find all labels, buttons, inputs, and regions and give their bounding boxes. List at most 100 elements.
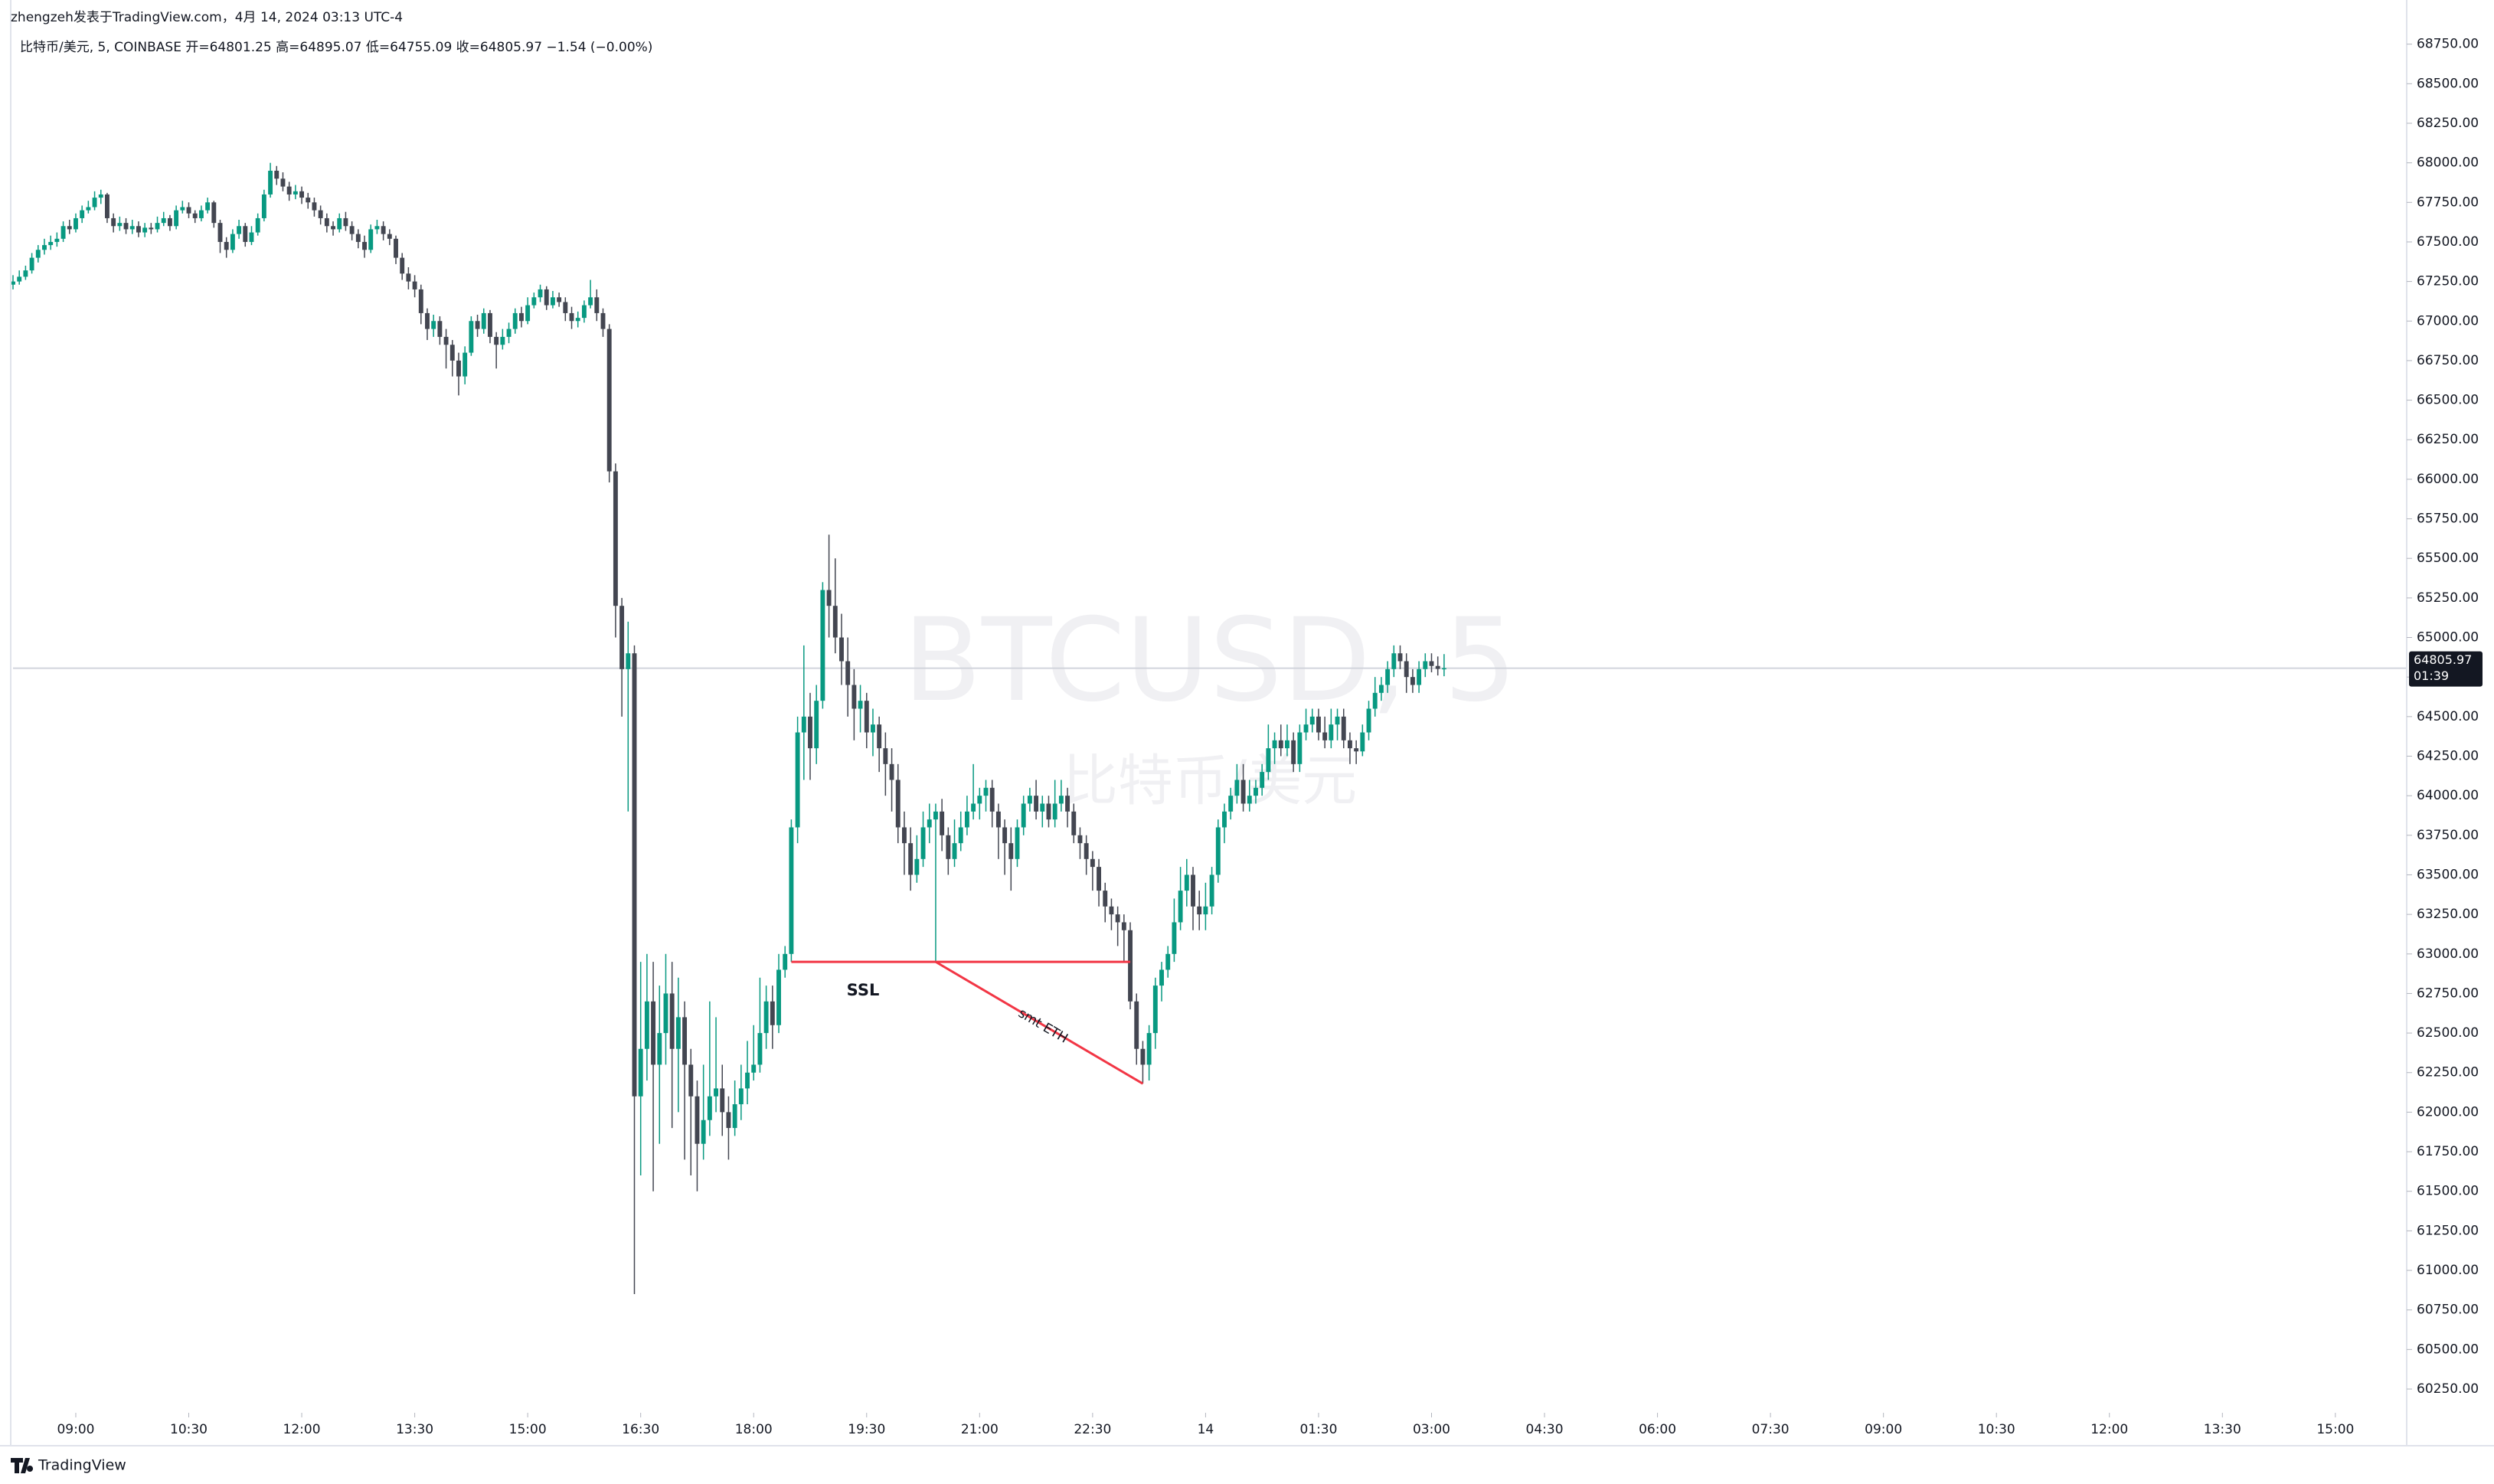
annotation-label: SSL <box>847 981 880 999</box>
price-tag <box>2409 651 2483 687</box>
candle-body <box>1058 796 1064 804</box>
candle-body <box>406 273 411 282</box>
x-tick-label: 13:30 <box>2204 1422 2241 1437</box>
candle-body <box>1191 874 1195 907</box>
candle-body <box>149 227 154 230</box>
candle-body <box>550 297 555 306</box>
y-tick-label: 60500.00 <box>2417 1342 2479 1357</box>
candle-body <box>977 796 982 804</box>
candle-body <box>1159 969 1164 986</box>
y-tick-label: 67500.00 <box>2417 234 2479 250</box>
candle-body <box>86 207 91 211</box>
candle-body <box>1071 811 1077 835</box>
candle-body <box>1303 724 1309 733</box>
candle-body <box>820 590 825 701</box>
candle-body <box>475 321 480 329</box>
candle-body <box>1172 922 1177 954</box>
candle-body <box>180 207 185 211</box>
candle-body <box>324 217 329 227</box>
candle-body <box>1385 668 1391 685</box>
candle-body <box>1034 796 1039 812</box>
candle-body <box>268 170 273 194</box>
candle-body <box>1285 740 1289 749</box>
candle-body <box>1090 858 1095 868</box>
candle-body <box>1329 724 1334 740</box>
y-tick-label: 67750.00 <box>2417 194 2479 210</box>
candle-body <box>776 969 781 1025</box>
candle-body <box>720 1088 725 1113</box>
y-tick-label: 62750.00 <box>2417 986 2479 1001</box>
candle-body <box>224 241 229 250</box>
candle-body <box>1441 668 1446 670</box>
candle-body <box>638 1048 643 1097</box>
candle-body <box>54 238 60 242</box>
candle-body <box>738 1088 744 1105</box>
x-tick-label: 15:00 <box>509 1422 547 1437</box>
candle-body <box>60 226 66 239</box>
candle-body <box>889 763 894 780</box>
x-tick-label: 21:00 <box>961 1422 999 1437</box>
candle-body <box>883 748 888 764</box>
candle-body <box>801 716 806 733</box>
candle-body <box>858 701 863 709</box>
candle-body <box>1134 1001 1139 1049</box>
candle-body <box>105 194 110 218</box>
brand-name: TradingView <box>38 1457 126 1474</box>
candle-body <box>512 312 518 329</box>
x-tick-label: 04:30 <box>1526 1422 1564 1437</box>
candle-body <box>714 1088 718 1097</box>
plot-area <box>11 162 2407 1295</box>
x-tick-label: 16:30 <box>622 1422 659 1437</box>
author-line: zhengzeh发表于TradingView.com，4月 14, 2024 0… <box>11 10 403 25</box>
candle-body <box>1429 661 1434 666</box>
candle-body <box>581 305 587 319</box>
candle-body <box>964 811 969 828</box>
candle-body <box>1222 811 1227 828</box>
y-tick-label: 64000.00 <box>2417 788 2479 803</box>
candle-body <box>1097 867 1102 891</box>
candle-body <box>594 297 600 313</box>
y-tick-label: 60750.00 <box>2417 1303 2479 1318</box>
candle-body <box>1228 796 1234 812</box>
candle-body <box>663 993 668 1034</box>
candle-body <box>757 1033 763 1065</box>
candle-body <box>707 1096 712 1120</box>
candle-body <box>839 637 844 662</box>
candle-body <box>400 257 405 274</box>
candle-body <box>1015 827 1020 859</box>
candle-body <box>783 953 788 970</box>
candle-body <box>255 217 260 233</box>
candle-body <box>217 223 223 242</box>
candle-body <box>1052 803 1057 820</box>
candle-body <box>1404 661 1409 678</box>
candle-body <box>243 226 248 242</box>
candle-body <box>463 352 468 377</box>
candle-body <box>644 1001 649 1049</box>
x-tick-label: 09:00 <box>57 1422 94 1437</box>
candle-body <box>425 312 430 329</box>
candle-body <box>845 661 851 685</box>
candle-body <box>280 178 286 187</box>
candle-body <box>920 827 926 859</box>
candle-body <box>1391 653 1397 669</box>
watermark-subtitle: 比特币/美元 <box>1063 749 1357 813</box>
candle-body <box>29 257 34 271</box>
candle-body <box>1115 914 1120 923</box>
candle-body <box>826 590 832 606</box>
candle-body <box>1372 692 1378 709</box>
candle-body <box>563 302 568 313</box>
candle-body <box>506 329 512 337</box>
y-tick-label: 66750.00 <box>2417 353 2479 368</box>
candle-body <box>1354 748 1359 752</box>
candle-body <box>808 716 812 749</box>
candle-body <box>1146 1033 1152 1065</box>
y-tick-label: 61000.00 <box>2417 1263 2479 1278</box>
y-tick-label: 67000.00 <box>2417 313 2479 329</box>
candle-body <box>657 1033 662 1065</box>
candle-body <box>74 217 78 230</box>
y-tick-label: 67250.00 <box>2417 274 2479 289</box>
candle-body <box>745 1072 750 1089</box>
y-tick-label: 63250.00 <box>2417 907 2479 922</box>
